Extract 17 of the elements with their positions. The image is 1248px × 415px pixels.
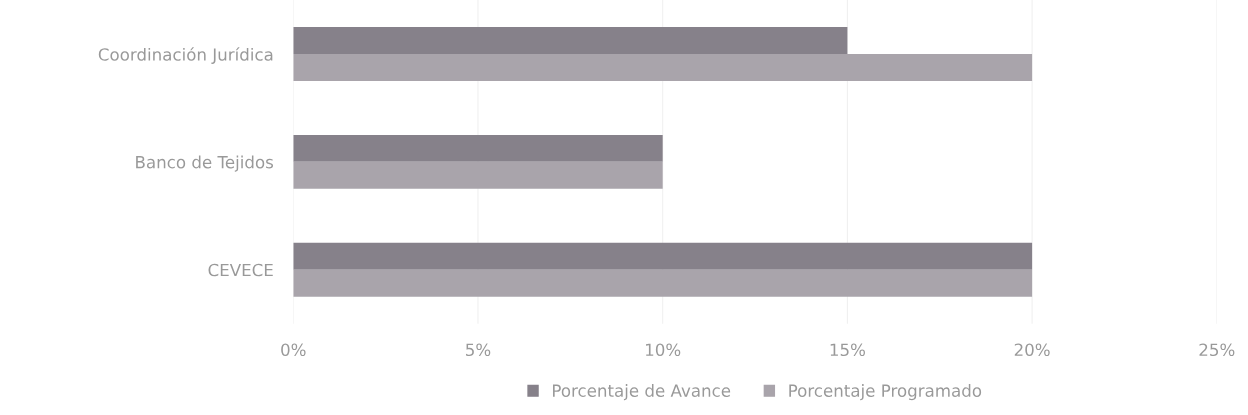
bar [293,242,1033,270]
y-tick-label: Banco de Tejidos [136,155,274,172]
x-tick-label: 10% [646,343,681,357]
x-tick-label: 15% [830,343,865,357]
x-tick-label: 20% [1014,343,1050,357]
x-tick-label: 5% [466,343,491,357]
bar [293,26,848,54]
x-tick-label: 0% [281,343,306,357]
y-tick-label: CEVECE [208,263,273,277]
legend-label: Porcentaje de Avance [553,384,731,401]
x-tick-label: 25% [1199,343,1235,357]
bar [293,269,1033,297]
bar [293,53,1033,81]
legend-label: Porcentaje Programado [789,384,982,401]
bar [293,134,663,162]
y-tick-label: Coordinación Jurídica [98,47,273,64]
bar [293,161,663,189]
